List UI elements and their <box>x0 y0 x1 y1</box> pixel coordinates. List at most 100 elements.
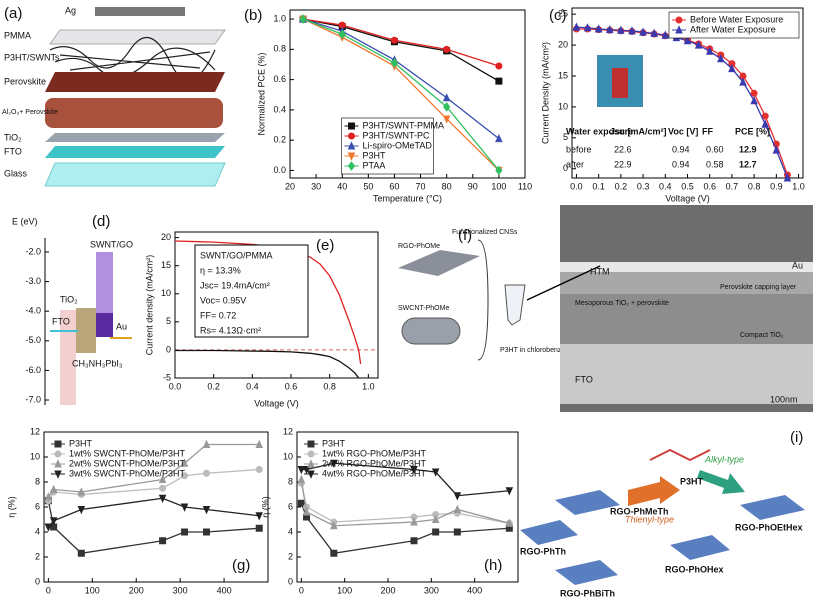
data-point <box>181 528 189 536</box>
x-tick-label: 0.3 <box>637 181 650 191</box>
data-point <box>158 474 167 483</box>
data-point <box>44 492 53 501</box>
y-tick-label: 8 <box>288 476 293 486</box>
label: RGO-PhOMe <box>398 243 440 250</box>
y-tick-label: 15 <box>161 260 171 270</box>
tick-label: -3.0 <box>25 276 41 286</box>
panel-a: (a) Ag PMMA P3HT/SWNTs Perovskite Al₂O₃+… <box>2 5 226 187</box>
data-point <box>77 506 86 515</box>
annotation: FF= 0.72 <box>200 310 236 320</box>
x-tick-label: 0.0 <box>570 181 583 191</box>
x-tick-label: 200 <box>129 585 144 595</box>
label: SWCNT-PhOMe <box>398 305 449 312</box>
x-tick-label: 1.0 <box>792 181 805 191</box>
p3ht-chain <box>649 448 711 462</box>
table-cell: 0.94 <box>672 159 690 169</box>
panel-d: E (eV) (d) -2.0 -3.0 -4.0 -5.0 -6.0 -7.0 SWNT… <box>12 213 133 405</box>
label: FTO <box>575 374 593 384</box>
label: HTM <box>590 266 610 276</box>
table-cell: 22.9 <box>614 159 632 169</box>
x-tick-label: 0.5 <box>681 181 694 191</box>
data-point <box>675 16 683 24</box>
table-cell: 12.7 <box>739 159 757 169</box>
vial <box>504 284 526 326</box>
y-tick-label: 4 <box>288 526 293 536</box>
x-tick-label: 0.6 <box>285 381 298 391</box>
arrow <box>697 470 745 494</box>
data-point <box>453 528 461 536</box>
data-point <box>739 77 747 86</box>
x-tick-label: 50 <box>363 181 373 191</box>
legend-label: 1wt% RGO-PhOMe/P3HT <box>322 448 427 458</box>
panel-label: (i) <box>790 429 803 446</box>
data-point <box>761 112 769 120</box>
data-point <box>410 466 418 475</box>
panel-label: (b) <box>244 7 262 24</box>
x-tick-label: 20 <box>285 181 295 191</box>
data-point <box>299 14 307 24</box>
series-line <box>174 240 362 365</box>
table-header: PCE [%] <box>735 126 770 136</box>
data-point <box>159 484 167 492</box>
y-axis-label: η (%) <box>6 496 16 518</box>
y-tick-label: 6 <box>35 501 40 511</box>
legend-label: 3wt% SWCNT-PhOMe/P3HT <box>69 468 186 478</box>
label: Au <box>792 260 803 270</box>
table-cell: 0.94 <box>672 144 690 154</box>
data-point <box>639 27 647 36</box>
x-tick-label: 30 <box>311 181 321 191</box>
x-tick-label: 400 <box>217 585 232 595</box>
data-point <box>443 102 451 112</box>
data-point <box>50 523 58 531</box>
tick-label: -4.0 <box>25 306 41 316</box>
data-point <box>442 115 451 124</box>
data-point <box>432 528 440 536</box>
data-point <box>505 518 514 527</box>
swcnt-tube <box>401 317 461 345</box>
layer-label: Perovskite <box>4 76 46 86</box>
x-tick-label: 0 <box>46 585 51 595</box>
data-point <box>783 173 792 182</box>
sem-fto <box>560 344 813 404</box>
y-tick-label: 4 <box>35 526 40 536</box>
data-point <box>347 161 356 171</box>
legend-label: P3HT/SWNT-PMMA <box>363 120 445 130</box>
x-tick-label: 0.9 <box>770 181 783 191</box>
y-tick-label: 5 <box>166 316 171 326</box>
data-point <box>297 474 306 483</box>
data-point <box>717 53 725 63</box>
data-point <box>54 450 62 458</box>
data-point <box>54 470 62 479</box>
data-point <box>390 58 399 68</box>
label: P3HT in chlorobenzene <box>500 347 573 354</box>
data-point <box>348 132 355 140</box>
x-tick-label: 0.4 <box>246 381 259 391</box>
sem-meso <box>560 294 813 344</box>
panel-label: (e) <box>316 237 334 254</box>
rgo-sheet <box>398 250 480 276</box>
data-point <box>583 23 592 32</box>
data-point <box>443 45 451 53</box>
x-axis-label: Voltage (V) <box>254 398 299 408</box>
data-point <box>203 469 211 477</box>
data-point <box>54 440 62 448</box>
x-tick-label: 70 <box>416 181 426 191</box>
y-axis-label: Current density (mA/cm²) <box>144 255 154 356</box>
y-tick-label: 0.2 <box>273 135 286 145</box>
y-tick-label: 0.8 <box>273 44 286 54</box>
level-label: TiO₂ <box>60 294 78 304</box>
data-point <box>495 77 503 85</box>
annotation: SWNT/GO/PMMA <box>200 250 273 260</box>
sem-au <box>560 262 813 272</box>
data-point <box>307 440 315 448</box>
axis-label: E (eV) <box>12 216 38 226</box>
level-label: SWNT/GO <box>90 239 133 249</box>
y-tick-label: 0 <box>288 576 293 586</box>
label: Functionalized CNSs <box>452 229 518 236</box>
brace <box>477 239 489 361</box>
data-point <box>302 507 311 516</box>
panel-label: (h) <box>484 557 502 574</box>
plot-frame <box>174 231 379 379</box>
y-tick-label: 0.6 <box>273 74 286 84</box>
